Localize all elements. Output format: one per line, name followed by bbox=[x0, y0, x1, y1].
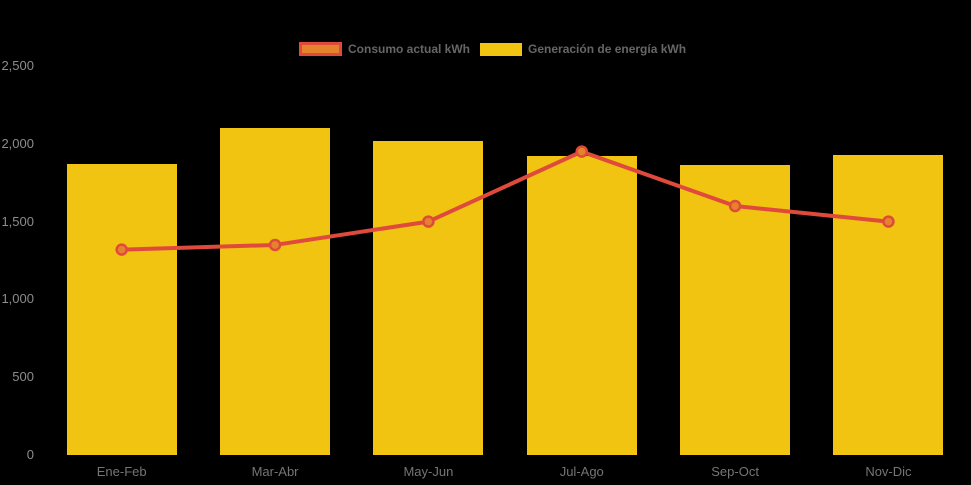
y-axis-tick-label: 1,500 bbox=[1, 213, 34, 229]
y-axis-tick-label: 1,000 bbox=[1, 291, 34, 307]
legend-item-generacion[interactable]: Generación de energía kWh bbox=[480, 42, 686, 56]
line-point-nov-dic[interactable] bbox=[882, 215, 895, 228]
legend-item-consumo[interactable]: Consumo actual kWh bbox=[299, 42, 470, 56]
bar-ene-feb[interactable] bbox=[66, 164, 177, 455]
x-axis-label-jul-ago: Jul-Ago bbox=[559, 464, 604, 479]
x-axis-label-nov-dic: Nov-Dic bbox=[865, 464, 912, 479]
y-axis-tick-label: 500 bbox=[12, 369, 34, 385]
line-point-ene-feb[interactable] bbox=[115, 243, 128, 256]
x-axis-label-may-jun: May-Jun bbox=[403, 464, 454, 479]
x-axis-label-sep-oct: Sep-Oct bbox=[711, 464, 759, 479]
bar-mar-abr[interactable] bbox=[220, 128, 331, 455]
line-point-jul-ago[interactable] bbox=[575, 145, 588, 158]
x-axis-label-ene-feb: Ene-Feb bbox=[96, 464, 147, 479]
y-axis-tick-label: 2,500 bbox=[1, 58, 34, 73]
line-point-may-jun[interactable] bbox=[422, 215, 435, 228]
chart-legend: Consumo actual kWh Generación de energía… bbox=[299, 42, 696, 56]
legend-swatch-consumo bbox=[299, 42, 342, 56]
y-axis-tick-label: 0 bbox=[26, 447, 34, 462]
legend-label-consumo: Consumo actual kWh bbox=[348, 42, 471, 56]
consumption-line bbox=[119, 149, 891, 252]
line-point-sep-oct[interactable] bbox=[728, 199, 742, 213]
bar-sep-oct[interactable] bbox=[680, 164, 791, 455]
legend-swatch-generacion bbox=[480, 42, 523, 56]
x-axis-label-mar-abr: Mar-Abr bbox=[251, 464, 299, 479]
bar-nov-dic[interactable] bbox=[833, 154, 944, 455]
legend-label-generacion: Generación de energía kWh bbox=[528, 42, 687, 56]
line-point-mar-abr[interactable] bbox=[268, 238, 282, 252]
y-axis-tick-label: 2,000 bbox=[1, 135, 34, 151]
bar-jul-ago[interactable] bbox=[526, 156, 637, 455]
bar-may-jun[interactable] bbox=[373, 140, 484, 455]
